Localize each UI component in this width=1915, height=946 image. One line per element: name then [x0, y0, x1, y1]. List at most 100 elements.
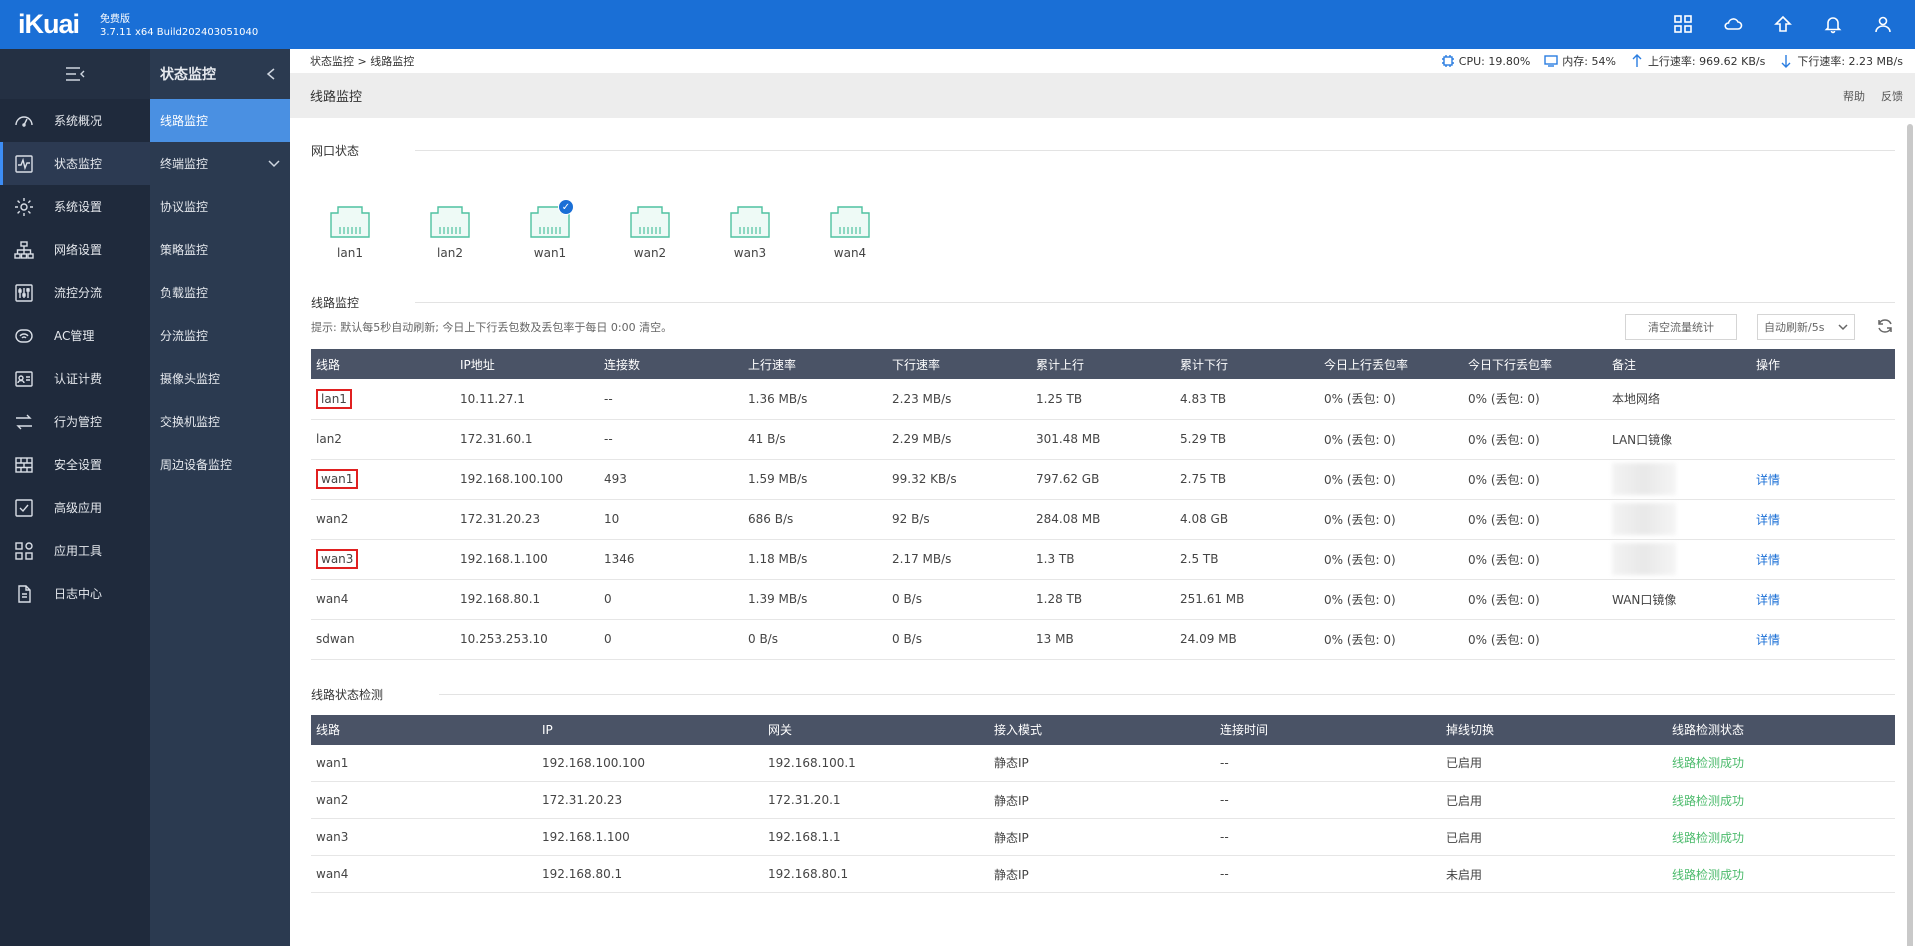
subnav-item-switch-monitor[interactable]: 交换机监控: [150, 400, 290, 443]
chevron-left-icon[interactable]: [266, 68, 276, 80]
subnav-item-terminal-monitor[interactable]: 终端监控: [150, 142, 290, 185]
cell: 静态IP: [989, 855, 1215, 893]
table-row: sdwan 10.253.253.10 0 0 B/s 0 B/s 13 MB …: [311, 619, 1895, 660]
details-link[interactable]: 详情: [1756, 472, 1781, 487]
line-name: wan4: [311, 579, 455, 620]
cell: 0 B/s: [887, 619, 1031, 660]
clear-traffic-button[interactable]: 清空流量统计: [1625, 314, 1737, 340]
cell: 192.168.100.100: [537, 744, 763, 782]
sidebar-item-network-settings[interactable]: 网络设置: [0, 228, 150, 271]
cell: 92 B/s: [887, 499, 1031, 540]
port-label: wan1: [533, 246, 567, 260]
ethernet-port-icon: [630, 206, 670, 238]
port-wan2[interactable]: wan2: [620, 203, 680, 260]
cell: 0: [599, 579, 743, 620]
subnav-item-label: 负载监控: [160, 286, 209, 300]
cell: 0% (丢包: 0): [1319, 379, 1463, 420]
sidebar-item-advanced-apps[interactable]: 高级应用: [0, 486, 150, 529]
blurred-note: [1612, 543, 1676, 575]
download-rate-value: 下行速率: 2.23 MB/s: [1797, 55, 1903, 68]
port-label: lan1: [337, 246, 363, 260]
cell: 静态IP: [989, 744, 1215, 782]
cell: 13 MB: [1031, 619, 1175, 660]
help-link[interactable]: 帮助: [1843, 89, 1865, 103]
vertical-scrollbar[interactable]: [1907, 124, 1913, 946]
details-link[interactable]: 详情: [1756, 592, 1781, 607]
feedback-link[interactable]: 反馈: [1881, 89, 1903, 103]
upload-icon[interactable]: [1771, 12, 1795, 36]
pulse-icon: [15, 154, 33, 173]
subnav-item-camera-monitor[interactable]: 摄像头监控: [150, 357, 290, 400]
cell: 284.08 MB: [1031, 499, 1175, 540]
port-wan1[interactable]: ✓ wan1: [520, 199, 580, 260]
cell: 0% (丢包: 0): [1463, 459, 1607, 500]
details-link[interactable]: 详情: [1756, 552, 1781, 567]
sidebar-item-log-center[interactable]: 日志中心: [0, 572, 150, 615]
cpu-value: CPU: 19.80%: [1458, 54, 1531, 68]
cell: 301.48 MB: [1031, 419, 1175, 460]
brand-logo: iKuai: [18, 9, 80, 39]
port-wan3[interactable]: wan3: [720, 203, 780, 260]
cell: 0% (丢包: 0): [1463, 539, 1607, 580]
subnav-item-peripheral-monitor[interactable]: 周边设备监控: [150, 443, 290, 486]
sidebar-item-behavior-control[interactable]: 行为管控: [0, 400, 150, 443]
table-row: lan1 10.11.27.1 -- 1.36 MB/s 2.23 MB/s 1…: [311, 379, 1895, 420]
details-link[interactable]: 详情: [1756, 632, 1781, 647]
subnav-item-line-monitor[interactable]: 线路监控: [150, 99, 290, 142]
col-header: IP地址: [455, 349, 599, 379]
secondary-sidebar-header: 状态监控: [150, 49, 290, 99]
details-link[interactable]: 详情: [1756, 512, 1781, 527]
port-lan1[interactable]: lan1: [320, 203, 380, 260]
top-bar: iKuai 免费版 3.7.11 x64 Build202403051040: [0, 0, 1915, 49]
breadcrumb: 状态监控 > 线路监控: [310, 55, 415, 68]
cell: [1607, 499, 1751, 540]
cell: 172.31.20.23: [537, 781, 763, 819]
auto-refresh-select[interactable]: 自动刷新/5s: [1757, 314, 1855, 340]
cell: 493: [599, 459, 743, 500]
sidebar-item-flow-control[interactable]: 流控分流: [0, 271, 150, 314]
refresh-tip: 提示: 默认每5秒自动刷新; 今日上下行丢包数及丢包率于每日 0:00 清空。: [311, 321, 673, 334]
port-wan4[interactable]: wan4: [820, 203, 880, 260]
subnav-item-label: 策略监控: [160, 243, 209, 257]
sidebar-item-app-tools[interactable]: 应用工具: [0, 529, 150, 572]
sidebar-item-security[interactable]: 安全设置: [0, 443, 150, 486]
sidebar-item-ac-management[interactable]: AC管理: [0, 314, 150, 357]
line-name: sdwan: [311, 619, 455, 660]
cloud-icon[interactable]: [1721, 12, 1745, 36]
collapse-menu-button[interactable]: [0, 49, 150, 99]
cell: WAN口镜像: [1607, 579, 1751, 620]
cell: 0% (丢包: 0): [1463, 619, 1607, 660]
cell: 41 B/s: [743, 419, 887, 460]
cell: --: [1215, 855, 1441, 893]
sidebar-item-auth-billing[interactable]: 认证计费: [0, 357, 150, 400]
secondary-sidebar-title: 状态监控: [160, 67, 216, 83]
cell: --: [599, 379, 743, 420]
apps-icon[interactable]: [1671, 12, 1695, 36]
subnav-item-load-monitor[interactable]: 负载监控: [150, 271, 290, 314]
cell: 10.253.253.10: [455, 619, 599, 660]
sidebar-item-overview[interactable]: 系统概况: [0, 99, 150, 142]
col-header: 上行速率: [743, 349, 887, 379]
subnav-item-label: 分流监控: [160, 329, 209, 343]
arrows-icon: [16, 414, 32, 429]
user-icon[interactable]: [1871, 12, 1895, 36]
port-lan2[interactable]: lan2: [420, 203, 480, 260]
col-header: 线路检测状态: [1667, 714, 1895, 745]
cell: 0% (丢包: 0): [1319, 579, 1463, 620]
sidebar-item-status-monitor[interactable]: 状态监控: [0, 142, 150, 185]
cell: 1.18 MB/s: [743, 539, 887, 580]
line-monitor-table: 线路 IP地址 连接数 上行速率 下行速率 累计上行 累计下行 今日上行丢包率 …: [311, 349, 1895, 660]
subnav-item-protocol-monitor[interactable]: 协议监控: [150, 185, 290, 228]
subnav-item-policy-monitor[interactable]: 策略监控: [150, 228, 290, 271]
sidebar-item-system-settings[interactable]: 系统设置: [0, 185, 150, 228]
log-icon: [18, 584, 31, 603]
sidebar-item-label: 高级应用: [54, 501, 103, 515]
cell: 251.61 MB: [1175, 579, 1319, 620]
refresh-icon[interactable]: [1875, 316, 1895, 339]
subnav-item-split-monitor[interactable]: 分流监控: [150, 314, 290, 357]
bell-icon[interactable]: [1821, 12, 1845, 36]
download-rate-stat: 下行速率: 2.23 MB/s: [1779, 53, 1903, 69]
cell: 192.168.1.100: [537, 818, 763, 856]
table-row: wan1 192.168.100.100 192.168.100.1 静态IP …: [311, 744, 1895, 782]
cell: 10.11.27.1: [455, 379, 599, 420]
